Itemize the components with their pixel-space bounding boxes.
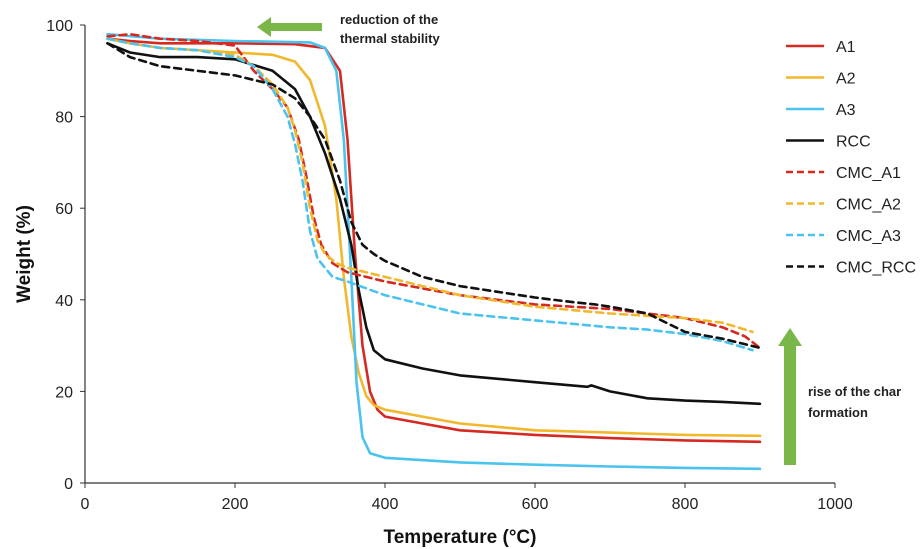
legend-label: CMC_A1 [836,165,901,182]
annotation-thermal-stability: reduction of the [340,12,438,27]
annotation-thermal-stability: thermal stability [340,31,440,46]
x-tick-label: 800 [672,496,699,513]
series-line-cmc-a2 [106,37,754,334]
x-tick-label: 600 [522,496,549,513]
legend: A1 A2 A3 RCC CMC_A1 CMC_A2 CMC_A3 CMC_RCC [786,39,916,277]
x-tick-label: 1000 [817,496,853,513]
left-arrow-icon [257,17,322,37]
annotation-char-formation: formation [808,405,868,420]
x-tick-label: 400 [372,496,399,513]
x-axis-title: Temperature (°C) [384,527,537,548]
series-line-a1 [106,37,762,444]
legend-label: CMC_RCC [836,260,916,277]
series-line-a2 [106,37,762,438]
y-tick-label: 80 [55,110,73,127]
legend-label: A1 [836,39,856,56]
series-line-a3 [106,32,762,471]
series-line-cmc-a3 [106,37,754,352]
annotation-char-formation: rise of the char [808,384,901,399]
series-layer [106,32,762,471]
y-tick-label: 20 [55,384,73,401]
y-axis-title: Weight (%) [14,205,35,303]
y-tick-label: 60 [55,201,73,218]
legend-label: RCC [836,134,871,151]
legend-label: A2 [836,71,856,88]
x-tick-label: 200 [222,496,249,513]
series-line-cmc-a1 [106,32,762,350]
legend-label: CMC_A2 [836,197,901,214]
x-tick-label: 0 [81,496,90,513]
annotations: reduction of the thermal stability rise of… [257,12,901,465]
y-tick-label: 40 [55,293,73,310]
y-tick-label: 100 [46,18,73,35]
series-line-cmc-rcc [106,42,762,350]
ticks-layer: 0 200 400 600 800 1000 0 20 40 60 80 100 [46,18,853,513]
up-arrow-icon [778,328,802,465]
series-line-rcc [106,42,762,406]
y-tick-label: 0 [64,476,73,493]
legend-label: A3 [836,102,856,119]
legend-label: CMC_A3 [836,228,901,245]
